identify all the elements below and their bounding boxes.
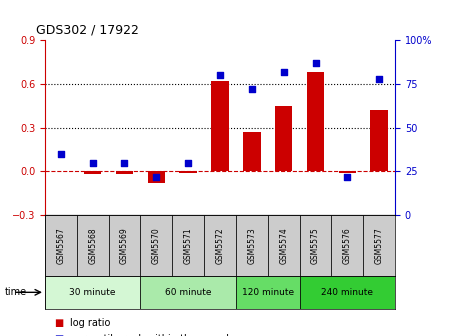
Bar bbox=[141, 276, 236, 309]
Text: GSM5572: GSM5572 bbox=[216, 227, 224, 264]
Text: GSM5568: GSM5568 bbox=[88, 227, 97, 264]
Bar bbox=[331, 215, 363, 276]
Bar bbox=[148, 171, 165, 183]
Bar bbox=[211, 81, 229, 171]
Bar bbox=[116, 171, 133, 174]
Bar bbox=[236, 276, 299, 309]
Text: GSM5576: GSM5576 bbox=[343, 227, 352, 264]
Text: GSM5573: GSM5573 bbox=[247, 227, 256, 264]
Point bbox=[344, 174, 351, 179]
Bar bbox=[268, 215, 299, 276]
Bar bbox=[109, 215, 141, 276]
Text: time: time bbox=[4, 287, 26, 297]
Text: GSM5567: GSM5567 bbox=[56, 227, 65, 264]
Text: GSM5569: GSM5569 bbox=[120, 227, 129, 264]
Point bbox=[248, 87, 255, 92]
Text: GSM5574: GSM5574 bbox=[279, 227, 288, 264]
Text: GSM5570: GSM5570 bbox=[152, 227, 161, 264]
Bar bbox=[275, 106, 292, 171]
Text: GDS302 / 17922: GDS302 / 17922 bbox=[36, 24, 139, 37]
Text: percentile rank within the sample: percentile rank within the sample bbox=[70, 334, 234, 336]
Bar bbox=[45, 276, 141, 309]
Bar bbox=[77, 215, 109, 276]
Bar bbox=[299, 276, 395, 309]
Point bbox=[312, 60, 319, 66]
Text: log ratio: log ratio bbox=[70, 318, 110, 328]
Bar bbox=[45, 215, 77, 276]
Point bbox=[216, 73, 224, 78]
Bar bbox=[180, 171, 197, 173]
Bar bbox=[307, 72, 324, 171]
Point bbox=[121, 160, 128, 165]
Text: 60 minute: 60 minute bbox=[165, 288, 211, 297]
Bar bbox=[172, 215, 204, 276]
Text: GSM5577: GSM5577 bbox=[375, 227, 384, 264]
Point bbox=[280, 69, 287, 75]
Point bbox=[89, 160, 96, 165]
Bar bbox=[204, 215, 236, 276]
Bar bbox=[236, 215, 268, 276]
Bar bbox=[84, 171, 101, 174]
Text: 120 minute: 120 minute bbox=[242, 288, 294, 297]
Point bbox=[57, 151, 64, 157]
Text: ■: ■ bbox=[54, 334, 63, 336]
Bar bbox=[141, 215, 172, 276]
Text: GSM5571: GSM5571 bbox=[184, 227, 193, 264]
Point bbox=[376, 76, 383, 81]
Text: 30 minute: 30 minute bbox=[70, 288, 116, 297]
Text: ■: ■ bbox=[54, 318, 63, 328]
Bar bbox=[243, 132, 260, 171]
Text: 240 minute: 240 minute bbox=[321, 288, 374, 297]
Bar bbox=[370, 110, 388, 171]
Bar bbox=[363, 215, 395, 276]
Bar bbox=[339, 171, 356, 173]
Point bbox=[185, 160, 192, 165]
Point bbox=[153, 174, 160, 179]
Bar bbox=[299, 215, 331, 276]
Text: GSM5575: GSM5575 bbox=[311, 227, 320, 264]
